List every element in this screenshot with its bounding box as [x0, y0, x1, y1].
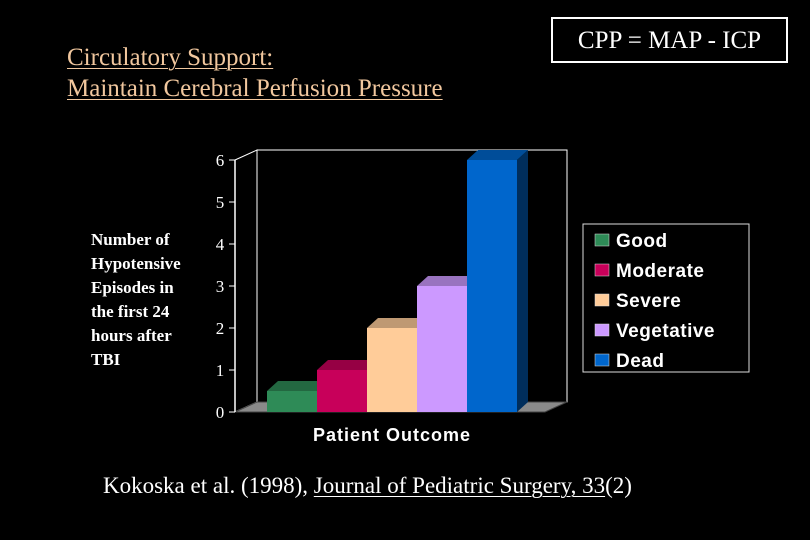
- legend-box: [582, 223, 750, 373]
- y-axis-label-line: Hypotensive: [91, 254, 181, 273]
- y-tick-label: 5: [216, 193, 225, 212]
- bar-top: [317, 360, 378, 370]
- y-axis-label-line: the first 24: [91, 302, 170, 321]
- y-tick-label: 0: [216, 403, 225, 422]
- legend-swatch: [594, 233, 610, 247]
- slide-title-line-2: Maintain Cerebral Perfusion Pressure: [67, 75, 443, 102]
- legend-swatch: [594, 353, 610, 367]
- y-axis-label: Number of Hypotensive Episodes in the fi…: [91, 228, 181, 372]
- legend-swatch: [594, 293, 610, 307]
- legend-swatch: [594, 323, 610, 337]
- bar-front: [267, 391, 317, 412]
- bar-front: [467, 160, 517, 412]
- citation: Kokoska et al. (1998), Journal of Pediat…: [103, 473, 632, 499]
- legend-item-good: Good: [616, 231, 668, 252]
- bar-front: [367, 328, 417, 412]
- plot-side-wall: [234, 149, 258, 413]
- citation-authors: Kokoska et al. (1998),: [103, 473, 314, 498]
- slide-title-line-1: Circulatory Support:: [67, 44, 274, 71]
- bar-front: [417, 286, 467, 412]
- y-tick-label: 2: [216, 319, 225, 338]
- y-axis-label-line: Episodes in: [91, 278, 174, 297]
- y-axis-label-line: TBI: [91, 350, 121, 369]
- legend-swatch: [594, 263, 610, 277]
- y-tick-label: 4: [216, 235, 225, 254]
- bar-top: [467, 150, 528, 160]
- bar-side: [517, 150, 528, 412]
- citation-issue: (2): [605, 473, 632, 498]
- y-tick-label: 1: [216, 361, 225, 380]
- y-tick-label: 6: [216, 151, 225, 170]
- bar-front: [317, 370, 367, 412]
- legend-item-dead: Dead: [616, 351, 664, 372]
- bars: [267, 150, 528, 412]
- y-tick-label: 3: [216, 277, 225, 296]
- slide-title: Circulatory Support: Maintain Cerebral P…: [67, 42, 443, 104]
- legend-item-vegetative: Vegetative: [616, 321, 715, 342]
- bar-top: [417, 276, 478, 286]
- bar-top: [267, 381, 328, 391]
- legend-item-severe: Severe: [616, 291, 681, 312]
- y-axis-ticks: 0 1 2 3 4 5 6: [216, 151, 235, 422]
- y-axis-label-line: Number of: [91, 230, 170, 249]
- y-axis-label-line: hours after: [91, 326, 172, 345]
- formula-box: CPP = MAP - ICP: [551, 17, 788, 63]
- x-axis-label: Patient Outcome: [313, 425, 471, 445]
- chart-legend: Good Moderate Severe Vegetative Dead: [582, 223, 750, 373]
- citation-journal: Journal of Pediatric Surgery, 33: [313, 473, 606, 498]
- legend-item-moderate: Moderate: [616, 261, 704, 282]
- bar-dead: [467, 150, 528, 412]
- bar-top: [367, 318, 428, 328]
